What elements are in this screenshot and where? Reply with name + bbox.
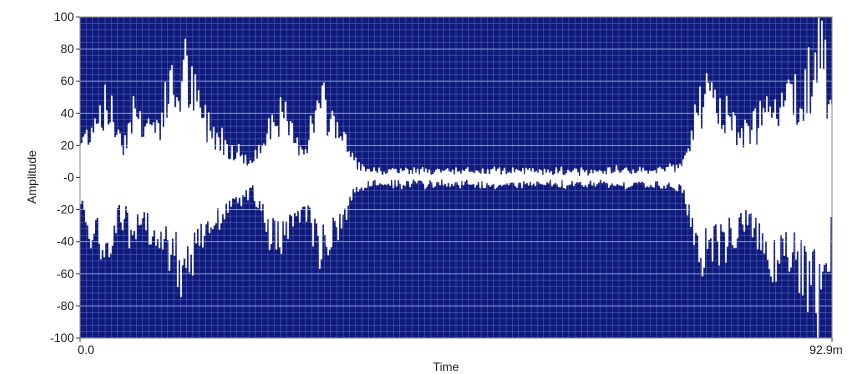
y-tick-label: -0 (63, 171, 74, 185)
x-tick-label: 92.9m (809, 343, 842, 357)
x-tick-label: 0.0 (78, 343, 95, 357)
y-tick-label: 80 (61, 42, 75, 56)
y-axis-ticks: 100 80 60 40 20 -0 -20 -40 -60 -80 -100 (50, 10, 80, 345)
series-line-waveform (79, 17, 833, 339)
y-tick-label: -20 (57, 203, 75, 217)
y-tick-label: -40 (57, 235, 75, 249)
y-tick-label: -100 (50, 331, 74, 345)
y-tick-label: 40 (61, 106, 75, 120)
x-axis-label: Time (433, 360, 460, 374)
y-tick-label: 60 (61, 74, 75, 88)
y-tick-label: 100 (54, 10, 74, 24)
y-tick-label: -60 (57, 267, 75, 281)
y-tick-label: -80 (57, 299, 75, 313)
y-axis-label: Amplitude (25, 150, 39, 204)
x-axis-ticks: 0.0 92.9m (78, 338, 843, 357)
y-tick-label: 20 (61, 138, 75, 152)
